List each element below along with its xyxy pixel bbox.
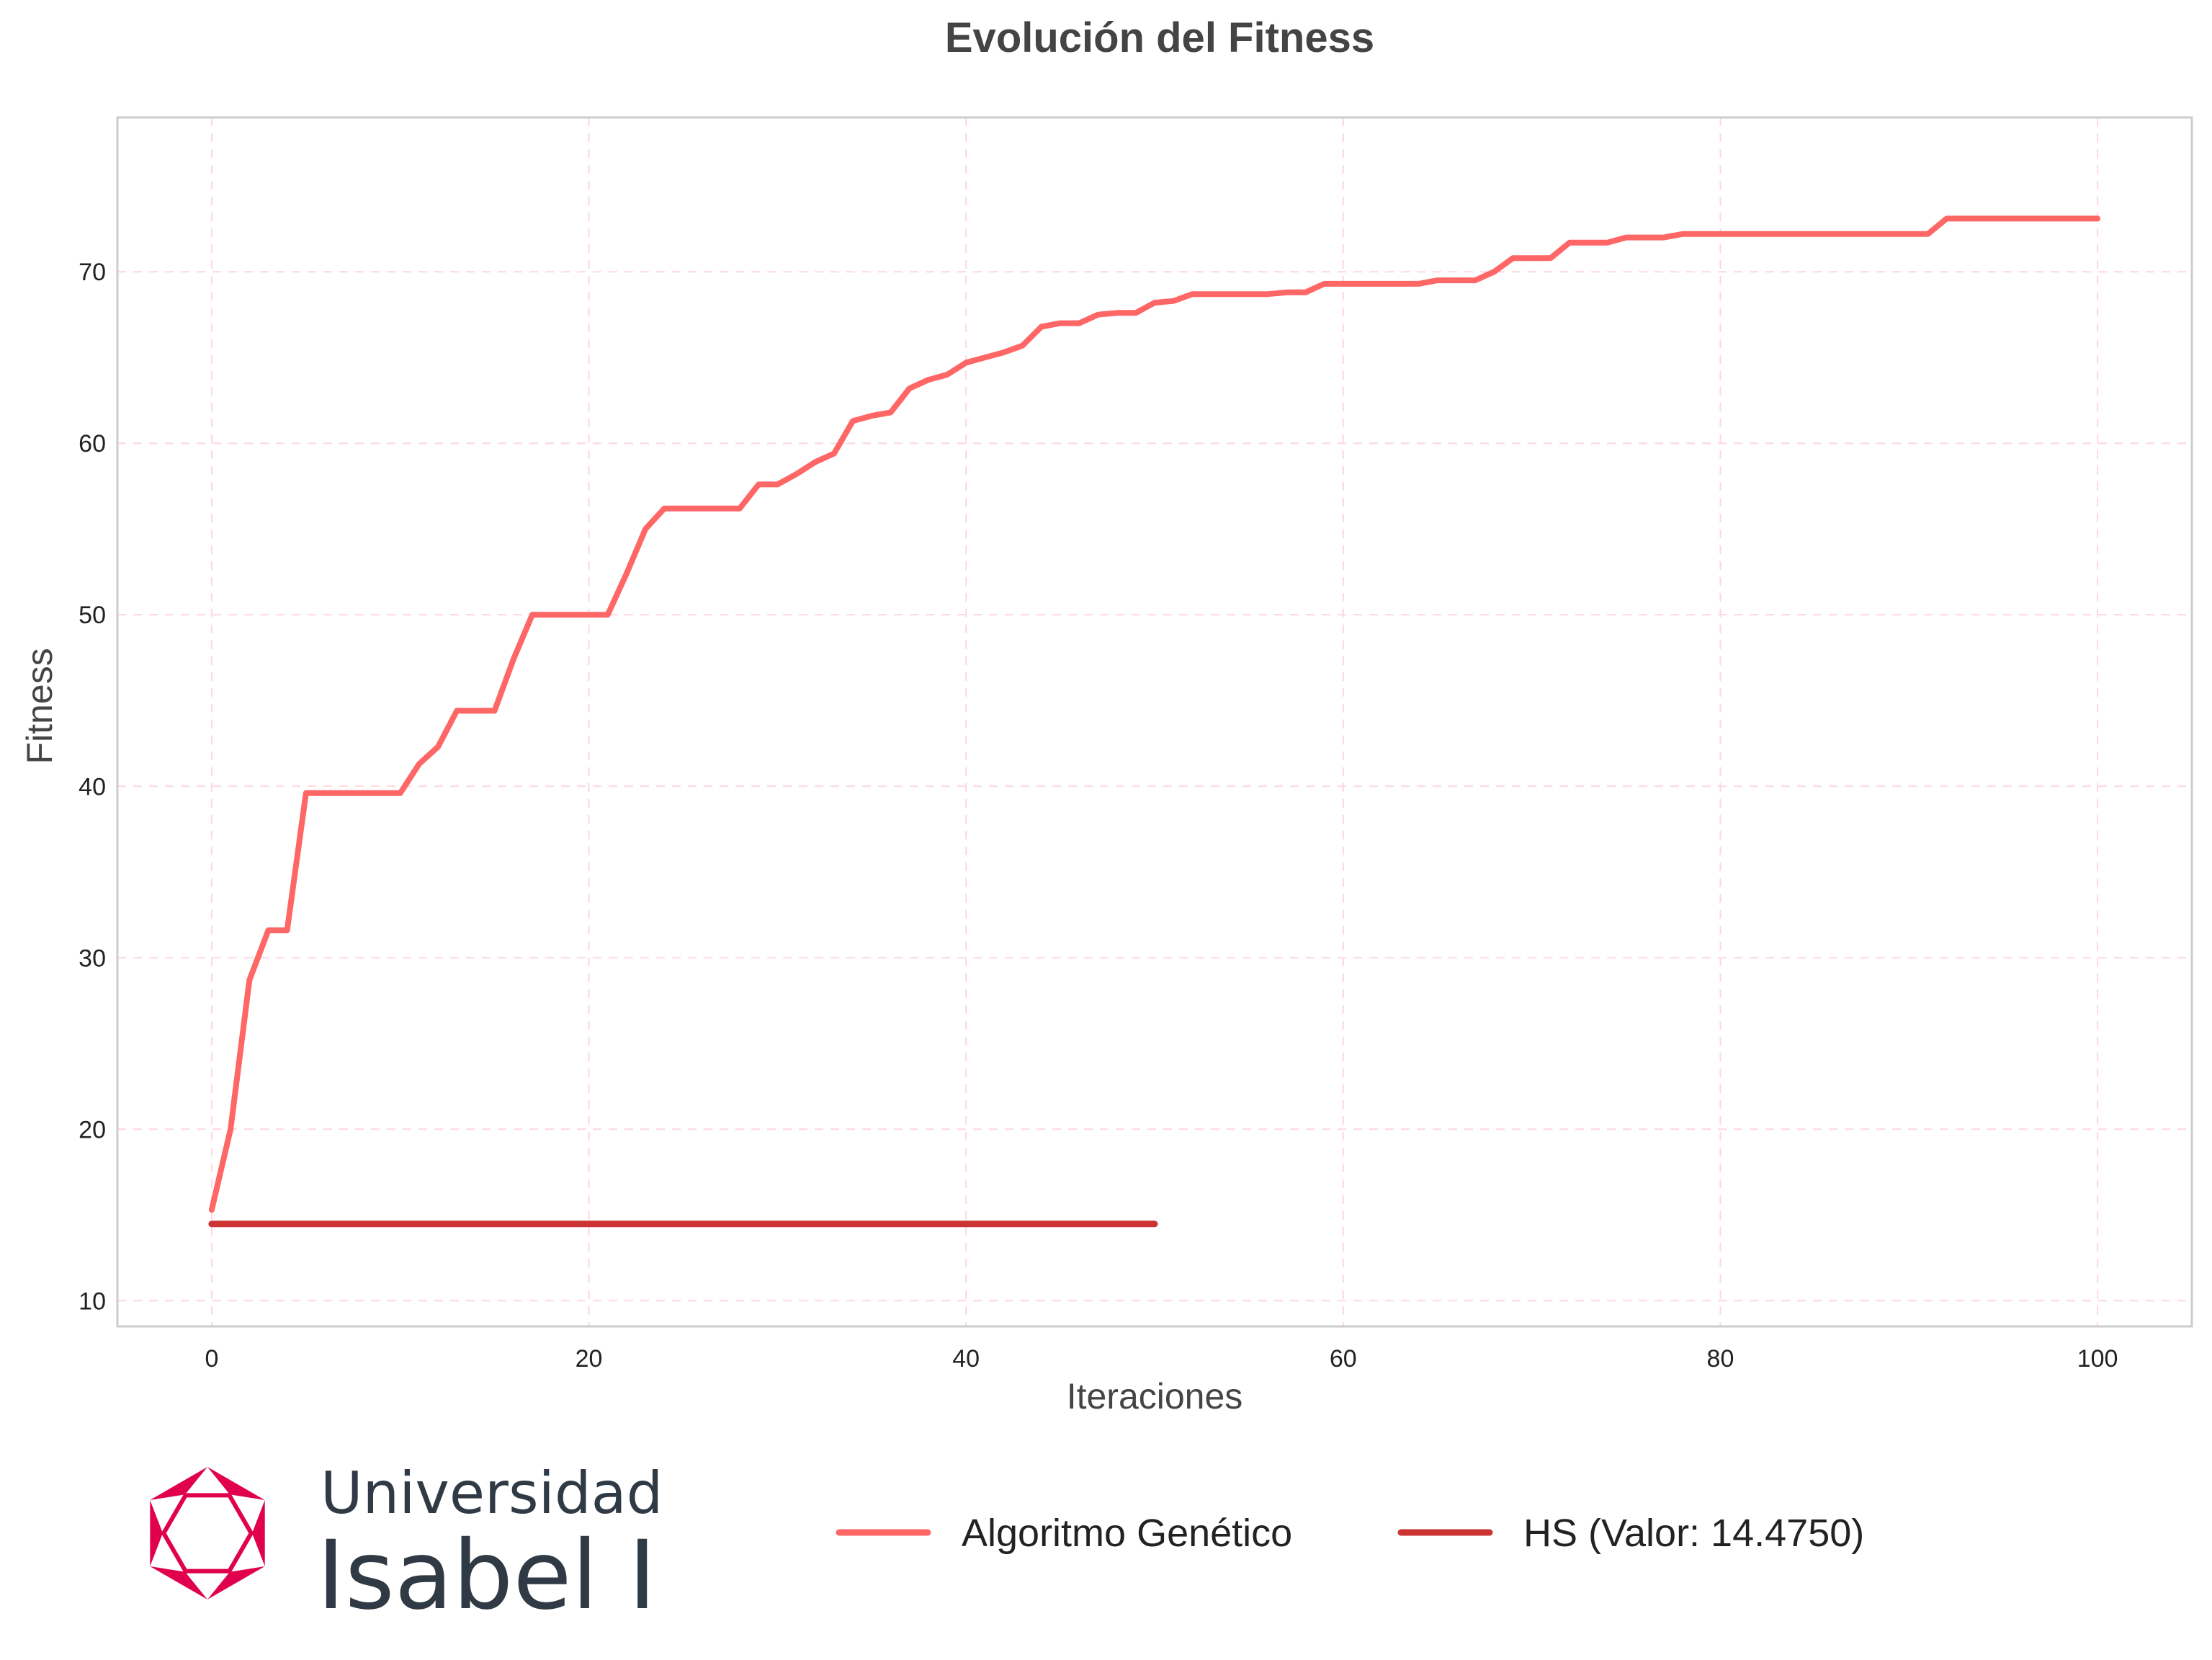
logo-text-isabel: Isabel I bbox=[317, 1520, 656, 1631]
y-tick-label: 40 bbox=[79, 773, 106, 800]
logo-hexagon-mark bbox=[150, 1467, 265, 1599]
y-tick-label: 60 bbox=[79, 430, 106, 458]
x-axis-label: Iteraciones bbox=[1067, 1376, 1243, 1416]
y-tick-label: 30 bbox=[79, 945, 106, 972]
logo-triangle bbox=[207, 1566, 265, 1599]
series-layer bbox=[208, 215, 2101, 1228]
plot-frame bbox=[116, 116, 2193, 1328]
y-tick-labels: 10 20 30 40 50 60 70 bbox=[79, 259, 106, 1315]
y-tick-label: 70 bbox=[79, 259, 106, 286]
logo-triangle bbox=[207, 1467, 265, 1500]
y-tick-label: 50 bbox=[79, 602, 106, 629]
x-tick-label: 20 bbox=[576, 1345, 603, 1373]
university-logo: Universidad Isabel I bbox=[150, 1460, 663, 1631]
chart-title: Evolución del Fitness bbox=[945, 14, 1374, 61]
logo-inner-hexagon bbox=[161, 1493, 254, 1574]
legend-label-ga: Algoritmo Genético bbox=[962, 1512, 1292, 1555]
grid-layer bbox=[117, 117, 2192, 1326]
x-tick-label: 80 bbox=[1707, 1345, 1734, 1373]
x-tick-label: 0 bbox=[205, 1345, 218, 1373]
y-tick-label: 20 bbox=[79, 1116, 106, 1143]
y-axis-label: Fitness bbox=[19, 648, 60, 764]
x-tick-label: 40 bbox=[952, 1345, 980, 1373]
logo-triangle bbox=[252, 1500, 265, 1566]
legend: Algoritmo Genético HS (Valor: 14.4750) bbox=[836, 1512, 1864, 1555]
logo-triangle bbox=[150, 1500, 163, 1566]
y-tick-label: 10 bbox=[79, 1288, 106, 1315]
x-tick-label: 100 bbox=[2077, 1345, 2118, 1373]
series-line-0 bbox=[208, 215, 2101, 1213]
legend-label-hs: HS (Valor: 14.4750) bbox=[1523, 1512, 1864, 1555]
x-tick-label: 60 bbox=[1330, 1345, 1357, 1373]
logo-text-universidad: Universidad bbox=[321, 1460, 663, 1527]
x-tick-labels: 0 20 40 60 80 100 bbox=[205, 1345, 2118, 1373]
